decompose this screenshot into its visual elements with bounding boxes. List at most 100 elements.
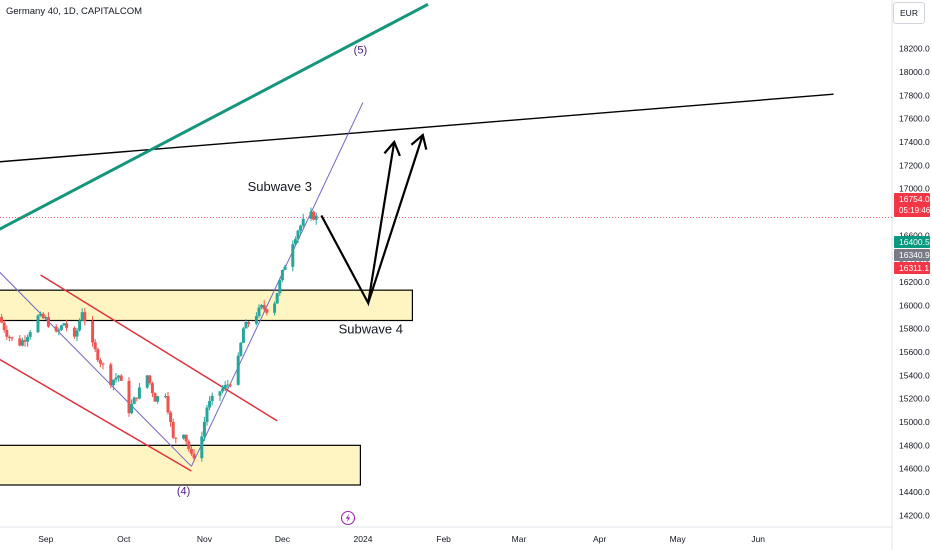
candle-body [93, 342, 97, 350]
candle-body [239, 342, 243, 356]
candle [0, 314, 4, 324]
candle [257, 304, 261, 319]
candle-body [153, 393, 157, 402]
candle-body [236, 355, 240, 385]
candle [202, 416, 206, 442]
lightning-icon[interactable] [340, 510, 356, 526]
candle [280, 269, 284, 283]
candle-body [202, 421, 206, 437]
candle [62, 322, 66, 326]
x-tick-label: Nov [197, 534, 213, 544]
candle-body [184, 434, 188, 442]
candle [117, 374, 121, 382]
candle [301, 213, 305, 228]
candle [57, 327, 61, 336]
candle [114, 373, 118, 383]
y-tick-label: 15600.0 [899, 347, 930, 357]
y-tick-label: 15400.0 [899, 370, 930, 380]
annotation-label: Subwave 4 [339, 321, 403, 336]
candle [132, 396, 136, 405]
candle [80, 308, 84, 322]
candle [130, 399, 134, 415]
wave-line-line [190, 102, 364, 467]
candle-body [314, 215, 318, 220]
candle-body [75, 330, 79, 337]
candle [189, 446, 193, 456]
y-tick-label: 17600.0 [899, 114, 930, 124]
y-tick-label: 16000.0 [899, 300, 930, 310]
channel-lower-line [0, 358, 192, 472]
x-tick-label: Jun [751, 534, 765, 544]
y-tick-label: 18000.0 [899, 67, 930, 77]
y-tick-label: 15200.0 [899, 394, 930, 404]
projection-path-2 [367, 134, 424, 304]
candle [283, 264, 287, 271]
candle [137, 383, 141, 400]
y-tick-label: 14400.0 [899, 487, 930, 497]
candle [260, 304, 264, 310]
resistance-line [0, 93, 834, 163]
price-label-box [894, 193, 930, 217]
candle-body [109, 364, 113, 386]
candle [166, 392, 170, 415]
price-label-countdown: 05:19:46 [899, 206, 931, 215]
candle [309, 207, 313, 221]
y-tick-label: 17200.0 [899, 160, 930, 170]
candle [210, 392, 214, 406]
candle [26, 334, 30, 347]
candle [184, 434, 188, 445]
candle-body [44, 317, 48, 319]
candle-body [166, 396, 170, 413]
candle-body [96, 349, 100, 361]
y-tick-label: 15000.0 [899, 417, 930, 427]
candle [59, 324, 63, 331]
y-tick-label: 14600.0 [899, 464, 930, 474]
candle [223, 380, 227, 392]
chart-symbol-title: Germany 40, 1D, CAPITALCOM [6, 6, 143, 17]
currency-selector[interactable]: EUR [893, 2, 925, 24]
candle [44, 315, 48, 321]
zone-1 [0, 289, 413, 322]
candle [273, 301, 277, 316]
candle [18, 334, 22, 347]
candle-body [101, 363, 105, 365]
candle-body [41, 313, 45, 319]
candle [205, 404, 209, 426]
candle-body [273, 303, 277, 313]
descend-line-line [0, 271, 192, 467]
x-tick-label: May [670, 534, 687, 544]
candle [39, 311, 43, 317]
x-tick-label: Mar [512, 534, 527, 544]
arrow-head-2 [410, 132, 428, 150]
candle-body [163, 396, 167, 398]
candle-body [296, 230, 300, 240]
price-label-box [894, 236, 930, 248]
candle-body [119, 375, 123, 381]
candle-body [72, 327, 76, 337]
price-label-value: 16340.9 [899, 250, 930, 260]
candle-body [260, 304, 264, 308]
candle-body [7, 336, 11, 338]
candle-body [18, 338, 22, 346]
candle [296, 229, 300, 244]
candle [111, 379, 115, 391]
candle [312, 210, 316, 221]
candle [148, 375, 152, 386]
annotation-label: Subwave 3 [248, 179, 312, 194]
y-tick-label: 18200.0 [899, 44, 930, 54]
candle-body [130, 403, 134, 414]
candle-body [20, 340, 24, 346]
candle [101, 362, 105, 370]
candle-body [278, 280, 282, 294]
price-label-box [894, 262, 930, 274]
candle-body [223, 384, 227, 389]
candle [23, 335, 27, 347]
candle [291, 240, 295, 272]
candle [208, 396, 212, 411]
candle [20, 337, 24, 347]
candle-body [262, 304, 266, 310]
candle-body [301, 218, 305, 226]
price-label-box [894, 249, 930, 261]
candle [262, 300, 266, 313]
annotation-label: (5) [354, 44, 367, 56]
